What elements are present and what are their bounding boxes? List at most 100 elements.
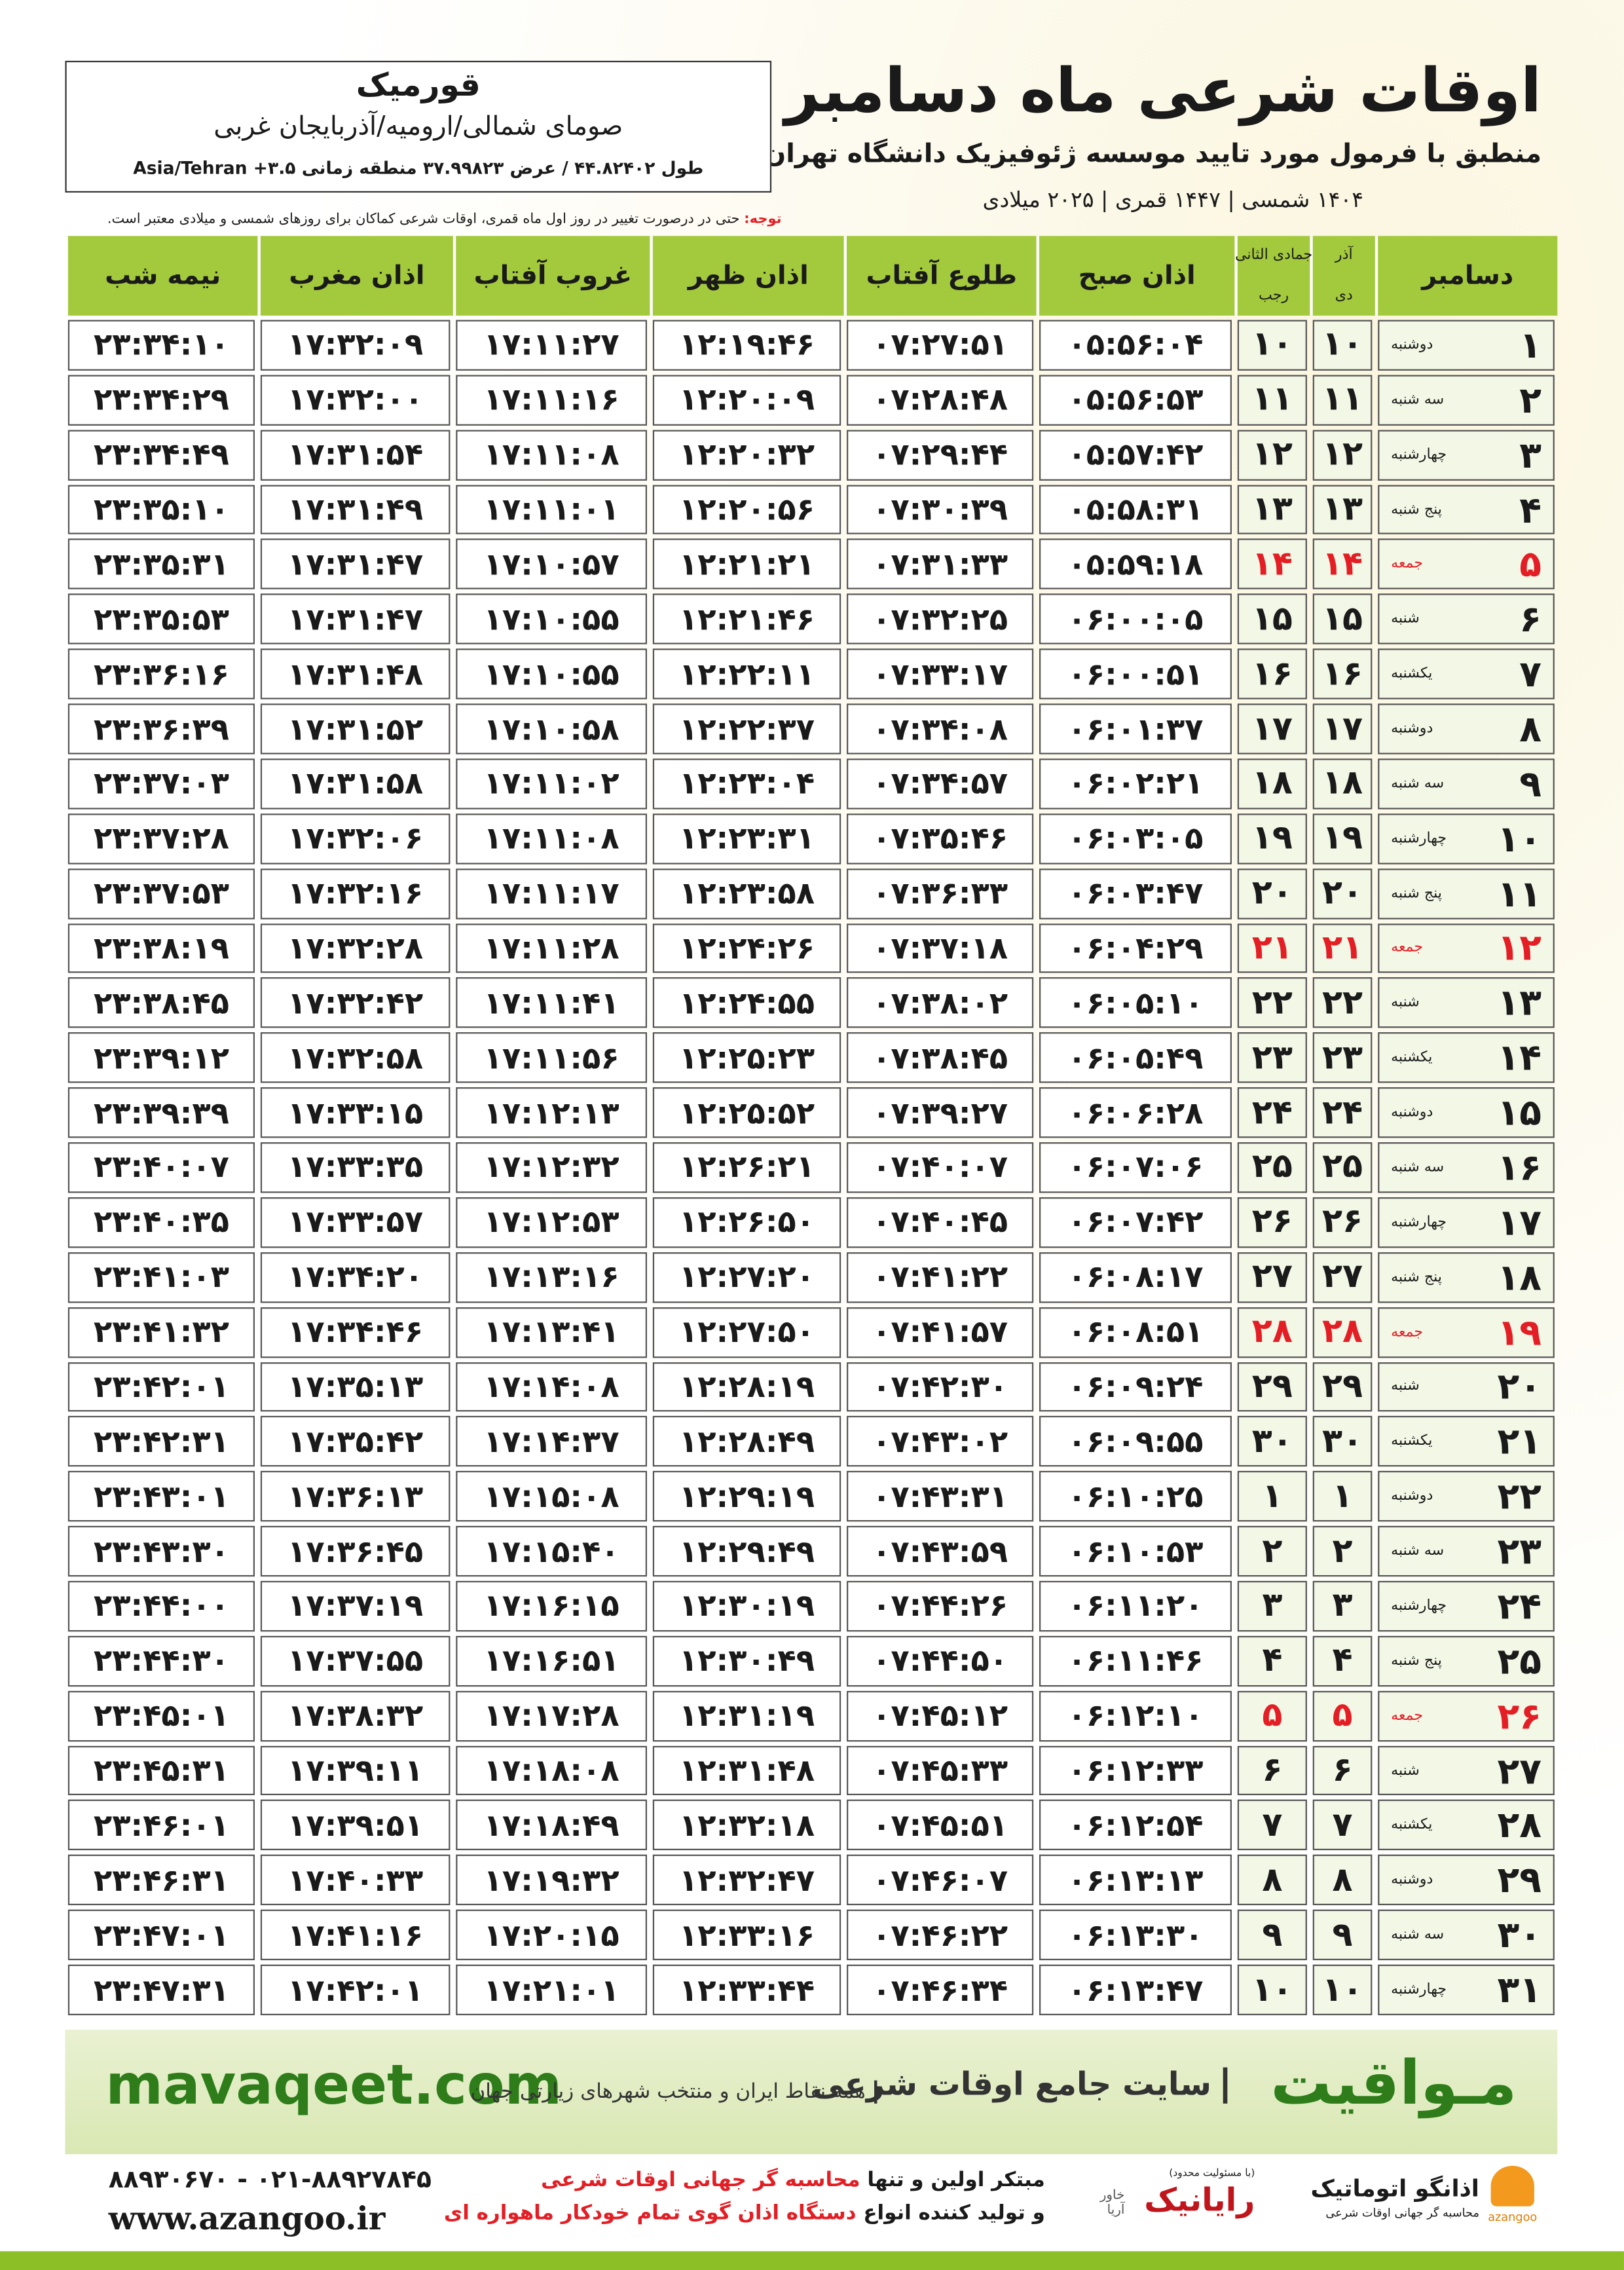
time-cell: ۰۶:۱۰:۲۵ [1039, 1471, 1232, 1522]
time: ۰۷:۳۶:۳۳ [872, 876, 1008, 911]
time-cell: ۲۳:۴۰:۰۷ [67, 1142, 255, 1193]
timetable: دسامبر آذر دی جمادی الثانی رجب اذان صبح طلوع آ… [65, 236, 1558, 2015]
time-cell: ۱۲:۳۲:۱۸ [652, 1800, 841, 1851]
slogan: سایت جامع اوقات شرعی [812, 2067, 1228, 2104]
time-cell: ۲۳:۴۵:۳۱ [67, 1745, 255, 1796]
time-cell: ۰۶:۰۳:۰۵ [1039, 813, 1232, 864]
time: ۲۳:۴۲:۳۱ [93, 1424, 229, 1459]
time-cell: ۱۲:۲۳:۵۸ [652, 868, 841, 919]
time: ۰۶:۰۵:۴۹ [1067, 1040, 1204, 1075]
brand: مـواقیت [1270, 2047, 1517, 2118]
time: ۰۷:۲۷:۵۱ [872, 327, 1008, 363]
time-cell: ۰۶:۰۸:۵۱ [1039, 1307, 1232, 1358]
location-box: قورمیک صومای شمالی/ارومیه/آذربایجان غربی… [65, 60, 772, 193]
weekday: جمعه [1391, 940, 1424, 957]
time: ۰۷:۴۶:۳۴ [872, 1972, 1008, 2007]
time-cell: ۱۷:۳۵:۴۲ [260, 1416, 451, 1467]
column-header-top: آذر [1335, 248, 1353, 264]
day-cell: ۴ پنج شنبه [1378, 484, 1555, 535]
time-cell: ۲۳:۴۳:۳۰ [67, 1526, 255, 1577]
day-cell: ۶ شنبه [1378, 594, 1555, 645]
time-cell: ۱۷:۱۳:۴۱ [456, 1307, 648, 1358]
time-cell: ۱۷:۳۲:۰۹ [260, 320, 451, 371]
time: ۲۳:۴۴:۳۰ [93, 1643, 229, 1679]
time-cell: ۱۲:۲۱:۴۶ [652, 594, 841, 645]
time-cell: ۰۷:۴۵:۳۳ [847, 1745, 1034, 1796]
time-cell: ۱۷:۳۹:۵۱ [260, 1800, 451, 1851]
time-cell: ۰۶:۱۳:۱۳ [1039, 1855, 1232, 1906]
promo-text: و تولید کننده انواع [863, 2202, 1045, 2225]
city: قورمیک [356, 67, 481, 105]
promo-highlight: محاسبه گر جهانی اوقات شرعی [541, 2168, 860, 2192]
time-cell: ۲۳:۳۵:۳۱ [67, 539, 255, 590]
time-cell: ۰۶:۰۵:۴۹ [1039, 1032, 1232, 1083]
time: ۰۷:۳۱:۳۳ [872, 547, 1008, 582]
time: ۱۷:۱۱:۲۷ [483, 327, 619, 363]
time: ۱۷:۳۱:۴۸ [287, 656, 424, 692]
time-cell: ۲۳:۳۷:۰۳ [67, 758, 255, 809]
qamari-day: ۲۵ [1237, 1142, 1307, 1193]
time-cell: ۱۲:۲۵:۵۲ [652, 1087, 841, 1138]
time-cell: ۱۷:۱۰:۵۸ [456, 703, 648, 754]
day-number: ۱۹ [1497, 1311, 1541, 1353]
shamsi-day: ۱ [1312, 1471, 1373, 1522]
khavar-logo: خاور آریا [1099, 2189, 1125, 2218]
shamsi-day: ۱۸ [1312, 758, 1373, 809]
time: ۲۳:۴۱:۳۲ [93, 1314, 229, 1350]
time: ۱۲:۲۵:۵۲ [678, 1095, 815, 1130]
time-cell: ۲۳:۳۸:۱۹ [67, 923, 255, 974]
time: ۲۳:۴۶:۳۱ [93, 1863, 229, 1898]
shamsi-day: ۱۷ [1312, 703, 1373, 754]
time: ۱۲:۳۰:۱۹ [678, 1588, 815, 1624]
time: ۱۲:۲۸:۴۹ [678, 1424, 815, 1459]
time: ۱۷:۱۶:۵۱ [483, 1643, 619, 1679]
time: ۱۷:۴۲:۰۱ [287, 1972, 424, 2007]
region: صومای شمالی/ارومیه/آذربایجان غربی [213, 111, 623, 142]
column-header: غروب آفتاب [452, 236, 650, 316]
day-number: ۸ [1519, 707, 1541, 751]
day-cell: ۲۲ دوشنبه [1378, 1471, 1555, 1522]
day-number: ۱۱ [1497, 872, 1541, 915]
time: ۲۳:۴۲:۰۱ [93, 1369, 229, 1405]
column-header-top: جمادی الثانی [1234, 248, 1313, 264]
website: www.azangoo.ir [108, 2200, 386, 2239]
time: ۱۷:۳۲:۰۹ [287, 327, 424, 363]
day-cell: ۱۵ دوشنبه [1378, 1087, 1555, 1138]
time-cell: ۲۳:۳۹:۳۹ [67, 1087, 255, 1138]
time-cell: ۱۷:۱۸:۴۹ [456, 1800, 648, 1851]
time: ۰۷:۴۱:۲۲ [872, 1259, 1008, 1295]
day-number: ۴ [1519, 489, 1541, 531]
time-cell: ۰۷:۳۳:۱۷ [847, 648, 1034, 699]
day-number: ۲۸ [1497, 1804, 1541, 1847]
time: ۰۷:۴۲:۳۰ [872, 1369, 1008, 1405]
day-number: ۲ [1519, 379, 1541, 421]
time-cell: ۱۷:۲۱:۰۱ [456, 1964, 648, 2015]
time: ۱۲:۳۲:۱۸ [678, 1808, 815, 1843]
time-cell: ۱۲:۳۰:۱۹ [652, 1580, 841, 1631]
day-number: ۱۰ [1497, 817, 1541, 860]
time: ۲۳:۳۸:۱۹ [93, 931, 229, 966]
time: ۰۶:۱۱:۴۶ [1067, 1643, 1204, 1679]
time: ۰۷:۴۵:۱۲ [872, 1698, 1008, 1734]
time-cell: ۱۷:۳۲:۴۲ [260, 978, 451, 1029]
time: ۰۶:۱۱:۲۰ [1067, 1588, 1204, 1624]
shamsi-day: ۲۴ [1312, 1087, 1373, 1138]
time-cell: ۰۷:۴۱:۲۲ [847, 1252, 1034, 1303]
time-cell: ۲۳:۳۴:۱۰ [67, 320, 255, 371]
time-cell: ۱۷:۳۲:۵۸ [260, 1032, 451, 1083]
shamsi-day: ۱۰ [1312, 1964, 1373, 2015]
time: ۰۶:۰۳:۴۷ [1067, 876, 1204, 911]
time-cell: ۰۶:۱۰:۵۳ [1039, 1526, 1232, 1577]
time-cell: ۱۲:۲۹:۱۹ [652, 1471, 841, 1522]
title: اوقات شرعی ماه دسامبر [784, 54, 1541, 126]
time: ۱۲:۲۲:۱۱ [678, 656, 815, 692]
weekday: شنبه [1391, 995, 1420, 1011]
time-cell: ۱۷:۳۱:۵۴ [260, 429, 451, 480]
shamsi-day: ۶ [1312, 1745, 1373, 1796]
time-cell: ۰۷:۳۹:۲۷ [847, 1087, 1034, 1138]
time: ۱۲:۳۲:۴۷ [678, 1863, 815, 1898]
time-cell: ۱۷:۳۸:۳۲ [260, 1690, 451, 1741]
weekday: یکشنبه [1391, 1050, 1433, 1066]
time: ۰۷:۳۸:۰۲ [872, 986, 1008, 1021]
